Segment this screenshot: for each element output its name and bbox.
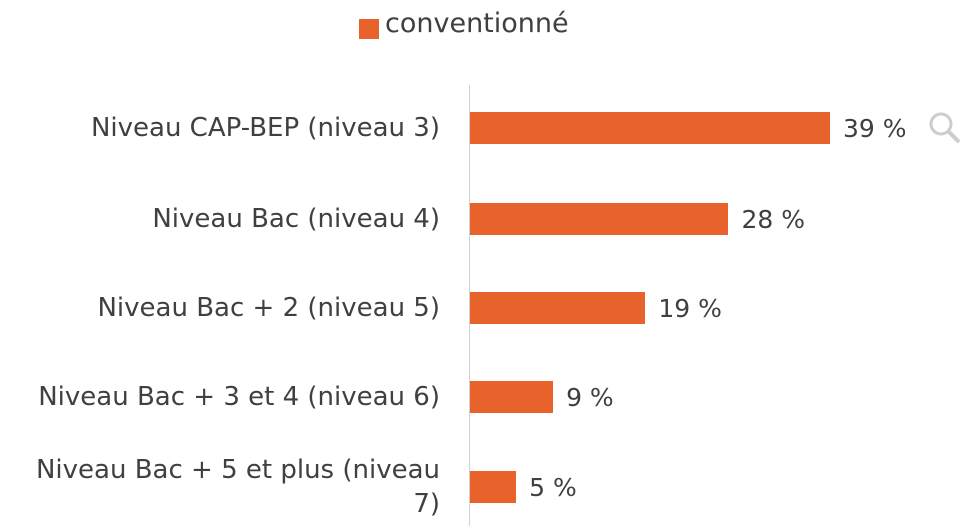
- value-label: 5 %: [529, 472, 577, 502]
- bar: [470, 203, 729, 235]
- value-label: 39 %: [843, 113, 907, 143]
- category-label: Niveau Bac (niveau 4): [152, 204, 440, 234]
- bar: [470, 112, 830, 144]
- bar: [470, 381, 554, 413]
- legend-label: conventionné: [385, 8, 569, 39]
- value-label: 28 %: [741, 204, 805, 234]
- bar: [470, 292, 646, 324]
- search-icon: [929, 112, 961, 144]
- legend-swatch: [359, 19, 379, 39]
- category-label: Niveau CAP-BEP (niveau 3): [90, 113, 440, 143]
- category-label: Niveau Bac + 5 et plus (niveau 7): [35, 455, 440, 519]
- axis-line: [469, 85, 470, 526]
- category-label: Niveau Bac + 3 et 4 (niveau 6): [38, 382, 440, 412]
- value-label: 19 %: [658, 293, 722, 323]
- bar: [470, 471, 517, 503]
- category-label: Niveau Bac + 2 (niveau 5): [97, 293, 440, 323]
- value-label: 9 %: [566, 382, 614, 412]
